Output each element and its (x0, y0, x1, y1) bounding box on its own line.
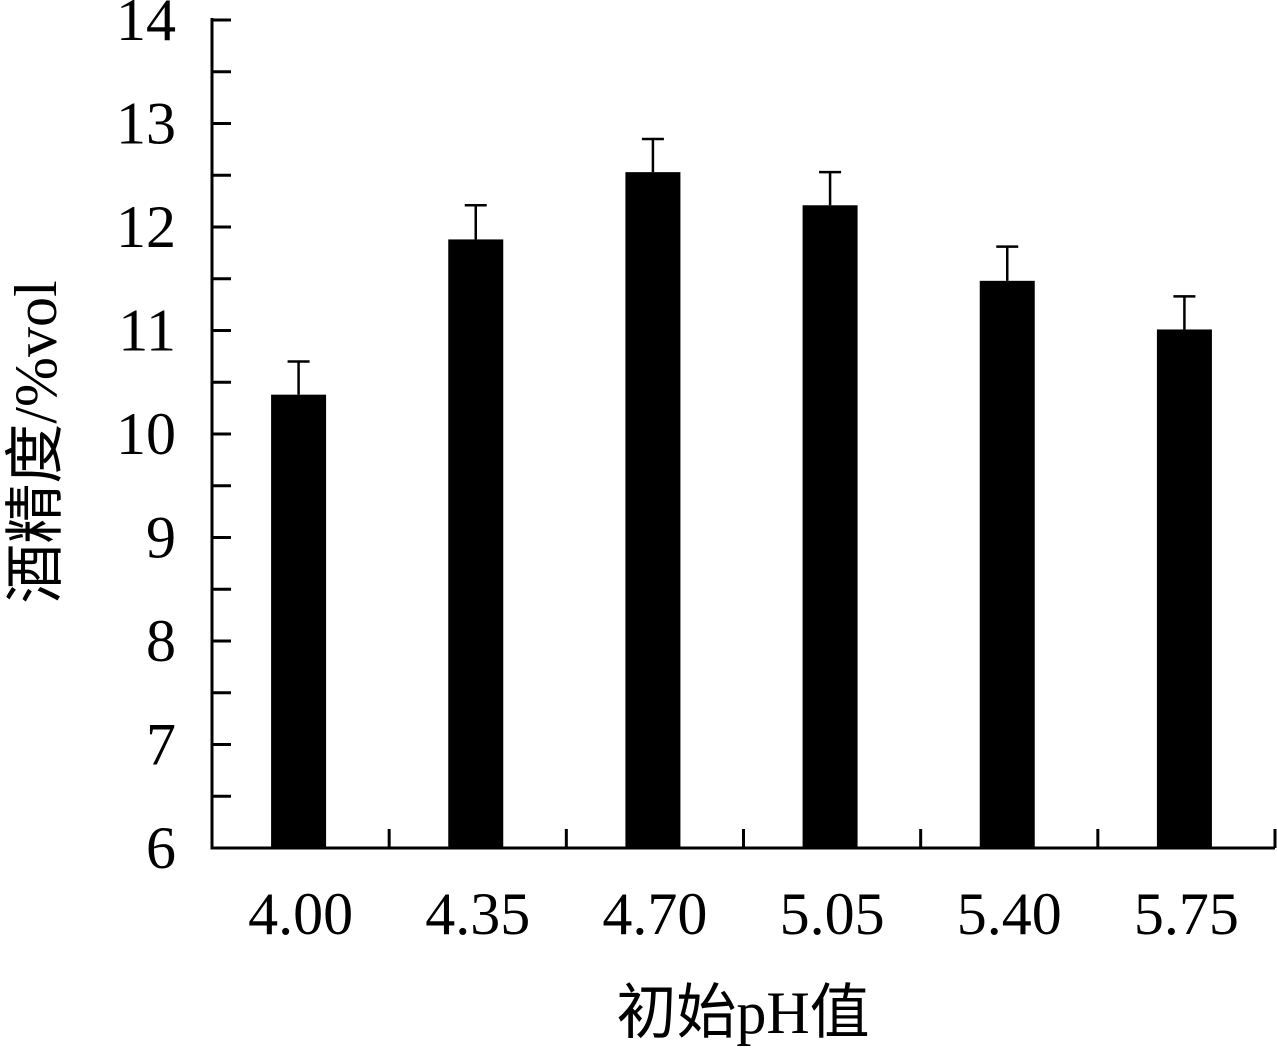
x-axis-title: 初始pH值 (616, 980, 869, 1046)
y-tick-label: 8 (146, 608, 176, 674)
bar-4 (802, 205, 858, 848)
x-axis-tick-labels: 4.00 4.35 4.70 5.05 5.40 5.75 (248, 881, 1239, 947)
error-bar-4 (819, 170, 842, 206)
y-tick-label: 7 (146, 712, 176, 778)
y-tick-label: 10 (116, 401, 176, 467)
error-bar-3 (641, 137, 664, 173)
x-tick-label: 4.70 (602, 881, 707, 947)
error-bars (287, 137, 1196, 395)
error-bar-2 (464, 204, 487, 240)
y-axis-title-wrap: 酒精度/%vol (3, 280, 69, 603)
x-tick-label: 5.75 (1134, 881, 1239, 947)
y-axis-tick-labels: 6 7 8 9 10 11 12 13 14 (116, 0, 176, 881)
bar-2 (448, 239, 504, 849)
bar-6 (1156, 329, 1212, 849)
x-axis-ticks (387, 829, 1277, 848)
x-tick-label: 4.35 (425, 881, 530, 947)
y-tick-label: 11 (118, 298, 176, 364)
axes: 6 7 8 9 10 11 12 13 14 4.00 4.35 4.70 5.05 5.40 5.75 (116, 0, 1277, 947)
y-tick-label: 14 (116, 0, 176, 53)
bar-1 (271, 394, 327, 848)
y-axis-title: 酒精度/%vol (3, 280, 69, 603)
y-tick-label: 9 (146, 505, 176, 571)
plot-area (271, 137, 1212, 849)
x-tick-label: 5.05 (780, 881, 885, 947)
x-tick-label: 4.00 (248, 881, 353, 947)
bar-5 (979, 280, 1035, 848)
bars (271, 172, 1212, 849)
y-tick-label: 12 (116, 194, 176, 260)
error-bar-6 (1173, 295, 1196, 330)
error-bar-1 (287, 360, 310, 395)
y-axis-ticks (212, 18, 231, 850)
bar-3 (625, 172, 681, 848)
y-tick-label: 6 (146, 815, 176, 881)
y-tick-label: 13 (116, 91, 176, 157)
error-bar-5 (996, 245, 1019, 281)
x-tick-label: 5.40 (957, 881, 1062, 947)
